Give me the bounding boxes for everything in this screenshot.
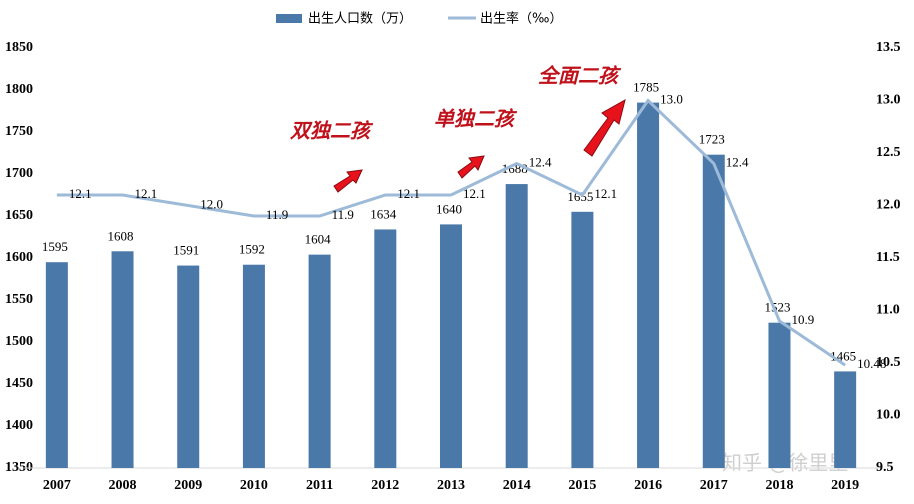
y-tick-label: 1450 bbox=[5, 376, 33, 391]
data-label: 12.1 bbox=[397, 186, 420, 201]
x-tick-label: 2014 bbox=[503, 478, 531, 493]
bar bbox=[177, 265, 200, 468]
data-label: 12.4 bbox=[726, 154, 749, 169]
x-tick-label: 2009 bbox=[174, 478, 202, 493]
x-tick-label: 2011 bbox=[306, 478, 333, 493]
y-tick-label: 1850 bbox=[5, 40, 33, 55]
data-label: 12.1 bbox=[463, 186, 486, 201]
data-label: 13.0 bbox=[660, 91, 683, 106]
bar bbox=[702, 154, 725, 468]
x-tick-label: 2015 bbox=[568, 478, 596, 493]
x-tick-label: 2012 bbox=[371, 478, 399, 493]
y2-tick-label: 13.0 bbox=[876, 93, 901, 108]
data-label: 10.48 bbox=[857, 356, 886, 371]
arrow bbox=[333, 169, 363, 193]
data-label: 1591 bbox=[173, 243, 199, 258]
x-tick-label: 2018 bbox=[765, 478, 793, 493]
arrow bbox=[583, 98, 626, 157]
line bbox=[56, 98, 846, 367]
arrow bbox=[457, 155, 485, 179]
data-label: 12.4 bbox=[529, 154, 552, 169]
bar bbox=[45, 262, 68, 468]
x-tick-label: 2019 bbox=[831, 478, 859, 493]
bar bbox=[308, 254, 331, 468]
annotation: 全面二孩 bbox=[538, 65, 622, 88]
y2-tick-label: 9.5 bbox=[876, 460, 894, 475]
y-tick-label: 1550 bbox=[5, 292, 33, 307]
x-tick-label: 2010 bbox=[240, 478, 268, 493]
data-label: 12.1 bbox=[69, 186, 92, 201]
x-tick-label: 2017 bbox=[700, 478, 728, 493]
data-label: 11.9 bbox=[266, 207, 288, 222]
y-tick-label: 1750 bbox=[5, 124, 33, 139]
legend-label: 出生人口数（万） bbox=[308, 12, 412, 27]
bar bbox=[834, 371, 857, 468]
y2-tick-label: 10.5 bbox=[876, 355, 901, 370]
legend-swatch bbox=[276, 14, 302, 23]
data-label: 1785 bbox=[633, 80, 659, 95]
annotation: 双独二孩 bbox=[289, 120, 374, 143]
data-label: 1608 bbox=[108, 228, 134, 243]
y2-tick-label: 12.0 bbox=[876, 198, 901, 213]
bar bbox=[374, 229, 397, 468]
data-label: 12.0 bbox=[200, 196, 223, 211]
y-tick-label: 1400 bbox=[5, 418, 33, 433]
y2-tick-label: 11.5 bbox=[876, 250, 900, 265]
data-label: 1640 bbox=[436, 201, 462, 216]
data-label: 11.9 bbox=[332, 207, 354, 222]
annotation: 单独二孩 bbox=[434, 108, 518, 131]
y2-tick-label: 12.5 bbox=[876, 145, 901, 160]
bar bbox=[637, 102, 660, 468]
bar bbox=[242, 264, 265, 468]
data-label: 1604 bbox=[305, 232, 332, 247]
y-tick-label: 1350 bbox=[5, 460, 33, 475]
y-tick-label: 1650 bbox=[5, 208, 33, 223]
bar bbox=[505, 184, 528, 468]
bar bbox=[768, 322, 791, 468]
y-tick-label: 1600 bbox=[5, 250, 33, 265]
bar bbox=[571, 211, 594, 469]
x-tick-label: 2016 bbox=[634, 478, 662, 493]
legend-label: 出生率（‰） bbox=[480, 11, 562, 27]
y-tick-label: 1500 bbox=[5, 334, 33, 349]
x-tick-label: 2007 bbox=[43, 478, 71, 493]
data-label: 12.1 bbox=[594, 186, 617, 201]
y-tick-label: 1800 bbox=[5, 82, 33, 97]
bar bbox=[440, 224, 462, 468]
y2-tick-label: 13.5 bbox=[876, 40, 901, 55]
bar bbox=[111, 251, 134, 468]
data-label: 1723 bbox=[699, 132, 725, 147]
data-label: 1634 bbox=[370, 206, 397, 221]
y2-tick-label: 10.0 bbox=[876, 408, 901, 423]
data-label: 1592 bbox=[239, 242, 265, 257]
x-tick-label: 2013 bbox=[437, 478, 465, 493]
data-label: 10.9 bbox=[791, 312, 814, 327]
y-tick-label: 1700 bbox=[5, 166, 33, 181]
y2-tick-label: 11.0 bbox=[876, 303, 900, 318]
x-tick-label: 2008 bbox=[109, 478, 137, 493]
data-label: 12.1 bbox=[135, 186, 158, 201]
data-label: 1595 bbox=[42, 239, 68, 254]
